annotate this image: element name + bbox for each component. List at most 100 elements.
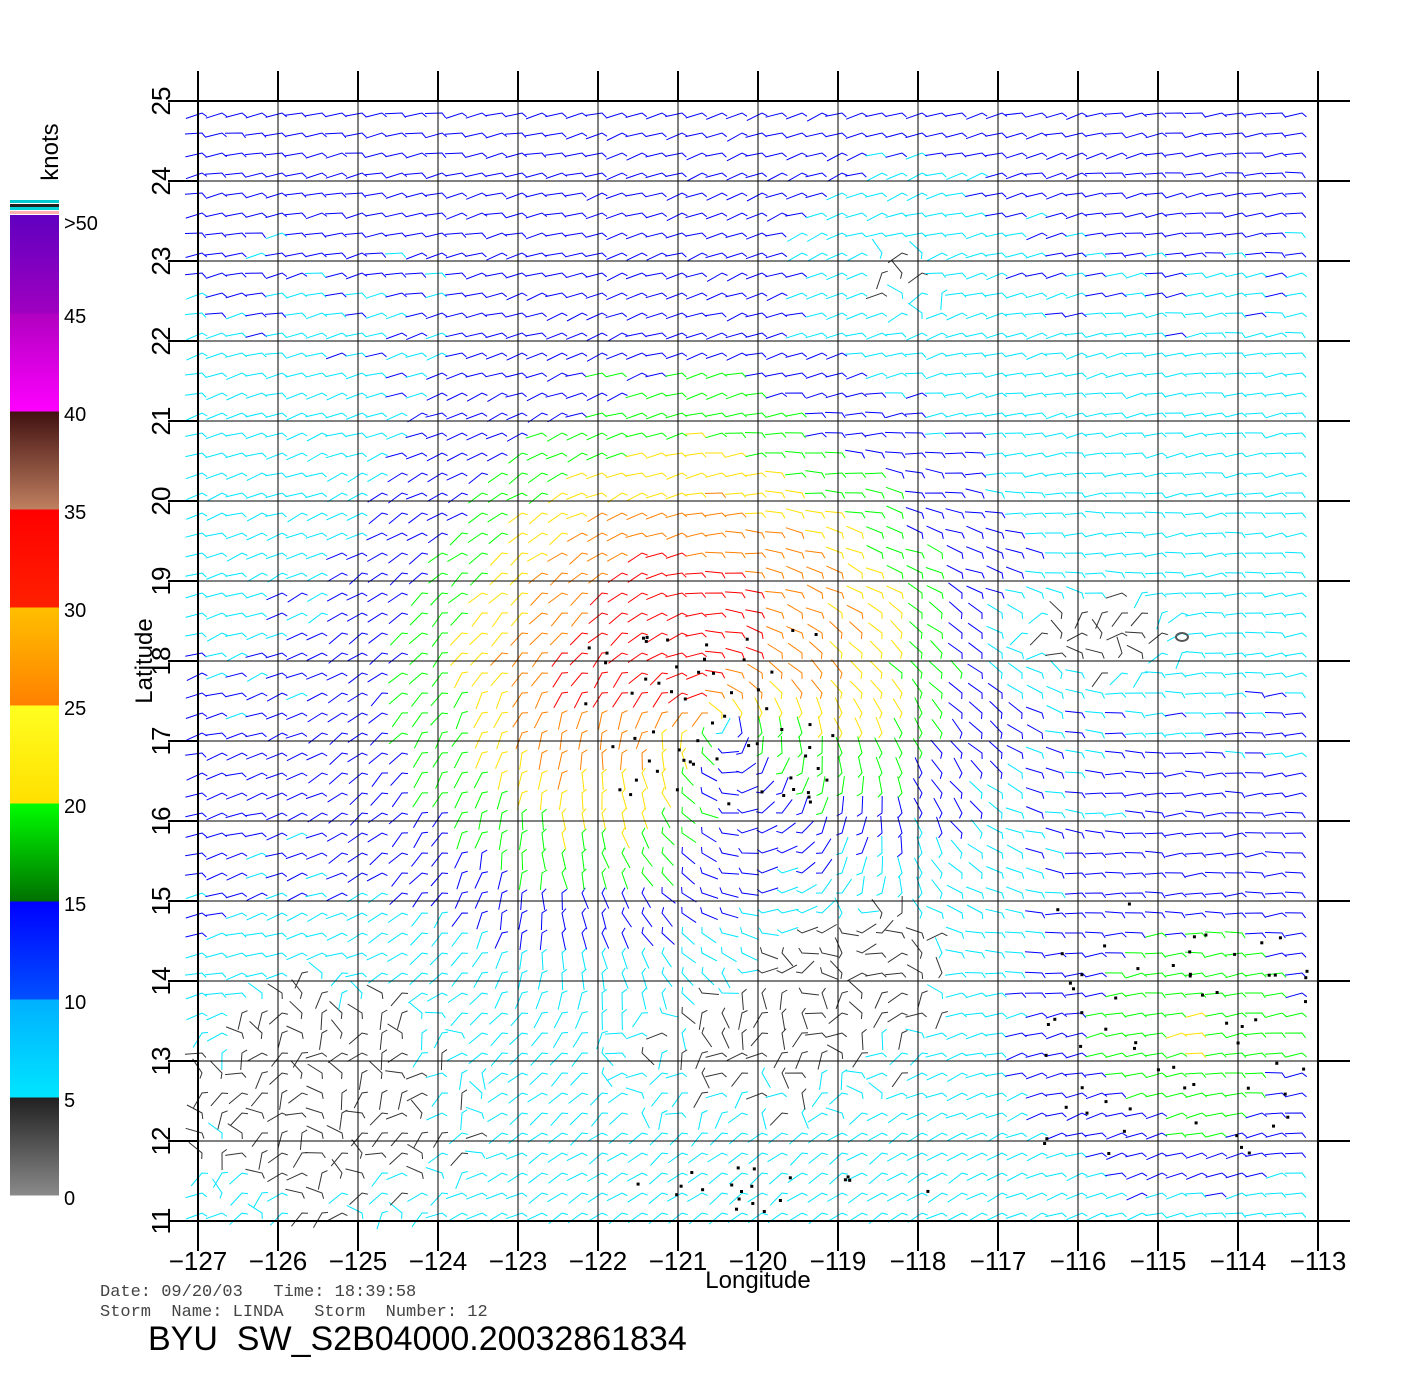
wind-vector [558, 789, 568, 810]
wind-vector [365, 232, 387, 238]
wind-vector [1046, 152, 1068, 160]
wind-vector [525, 112, 548, 120]
wind-vector [704, 492, 727, 499]
wind-vector [985, 587, 1005, 599]
wind-vector [826, 1132, 848, 1142]
wind-vector [1046, 1132, 1068, 1140]
wind-vector [805, 212, 828, 219]
wind-vector [795, 696, 803, 719]
wind-vector [705, 372, 728, 379]
wind-vector [913, 817, 923, 839]
wind-vector [319, 1029, 328, 1050]
rain-flag-marker [675, 665, 679, 669]
wind-vector [661, 947, 672, 968]
wind-vector [1185, 332, 1208, 339]
wind-vector [824, 411, 846, 419]
wind-vector [471, 672, 489, 687]
wind-vector [766, 626, 784, 639]
wind-vector [866, 1072, 888, 1080]
wind-vector [741, 988, 747, 1010]
wind-vector [585, 292, 608, 299]
wind-vector [688, 1212, 708, 1225]
wind-vector [849, 981, 863, 1000]
wind-vector [964, 451, 986, 459]
wind-vector [1086, 1112, 1108, 1120]
wind-vector [1026, 332, 1048, 340]
wind-vector [1005, 332, 1028, 338]
wind-vector [205, 552, 228, 559]
wind-vector [225, 912, 248, 920]
wind-vector [445, 332, 467, 338]
wind-vector [864, 411, 886, 419]
wind-vector [738, 1010, 748, 1030]
wind-vector [788, 1132, 809, 1145]
wind-vector [1044, 512, 1067, 519]
wind-vector [904, 432, 926, 439]
wind-vector [225, 352, 247, 358]
wind-vector [365, 372, 387, 378]
wind-vector [292, 1152, 309, 1168]
wind-vector [792, 1032, 809, 1048]
wind-vector [1045, 912, 1067, 918]
wind-vector [621, 808, 627, 830]
wind-vector [1204, 652, 1226, 659]
rain-flag-marker [670, 690, 673, 694]
wind-vector [265, 312, 287, 318]
wind-vector [1005, 807, 1025, 819]
wind-vector [1025, 666, 1045, 679]
x-tick-label: −126 [249, 1246, 308, 1276]
wind-vector [396, 1010, 408, 1030]
wind-vector [446, 512, 468, 521]
wind-vector [206, 812, 228, 821]
rain-flag-marker [846, 1175, 850, 1179]
wind-vector [1224, 152, 1247, 158]
wind-vector [1205, 312, 1227, 318]
wind-vector [767, 1212, 788, 1224]
wind-vector [1145, 810, 1166, 819]
wind-vector [926, 1152, 948, 1162]
wind-vector [485, 112, 507, 118]
wind-vector [1185, 792, 1207, 798]
wind-vector [1029, 632, 1048, 646]
wind-vector [490, 672, 509, 687]
rain-flag-marker [1080, 973, 1084, 977]
wind-vector [225, 1152, 247, 1158]
wind-vector [681, 866, 696, 885]
wind-vector [1284, 452, 1307, 459]
wind-vector [221, 1049, 228, 1071]
wind-vector [1004, 992, 1027, 998]
wind-vector [1205, 492, 1227, 498]
wind-vector [345, 332, 367, 338]
wind-vector [246, 852, 268, 860]
wind-vector [269, 1212, 289, 1226]
wind-vector [535, 990, 548, 1010]
rain-flag-marker [1273, 973, 1277, 977]
wind-vector [499, 909, 508, 930]
wind-vector [565, 152, 587, 158]
wind-vector [559, 729, 568, 750]
wind-vector [255, 1071, 268, 1089]
wind-vector [1284, 331, 1306, 339]
wind-vector [468, 592, 488, 604]
wind-vector [1165, 1212, 1188, 1219]
wind-vector [1025, 830, 1046, 839]
wind-vector [1205, 952, 1227, 958]
wind-vector [1085, 272, 1107, 278]
wind-vector [247, 572, 268, 582]
wind-vector [865, 510, 886, 519]
wind-vector [425, 1212, 448, 1219]
wind-vector [601, 988, 608, 1011]
wind-vector [705, 352, 728, 359]
wind-vector [405, 1072, 428, 1080]
rain-flag-marker [808, 800, 812, 804]
wind-vector [1124, 852, 1146, 859]
wind-vector [746, 625, 764, 639]
wind-vector [253, 1191, 269, 1208]
wind-vector [612, 672, 629, 688]
wind-vector [206, 632, 228, 642]
wind-vector [945, 1012, 967, 1018]
wind-vector [786, 1192, 808, 1202]
wind-vector [226, 372, 248, 381]
wind-vector [431, 632, 448, 647]
wind-vector [386, 352, 408, 361]
